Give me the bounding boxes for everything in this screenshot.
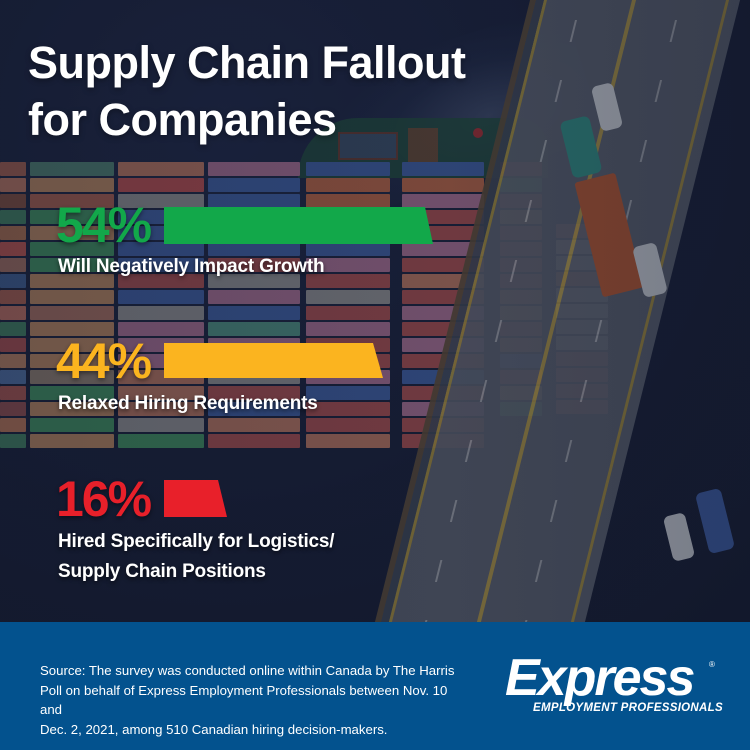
background-photo bbox=[0, 0, 750, 622]
container-column bbox=[118, 162, 204, 448]
ship-bridge bbox=[338, 132, 398, 160]
title-line-2: for Companies bbox=[28, 94, 337, 145]
stat-value-logistics-hiring: 16% bbox=[56, 471, 152, 527]
express-logo: Express ® EMPLOYMENT PROFESSIONALS bbox=[505, 652, 725, 720]
source-note: Source: The survey was conducted online … bbox=[40, 663, 455, 737]
ship-marker bbox=[473, 128, 483, 138]
title-line-1: Supply Chain Fallout bbox=[28, 37, 466, 88]
stat-value-growth: 54% bbox=[56, 197, 152, 253]
container-column bbox=[0, 162, 26, 448]
footer: Source: The survey was conducted online … bbox=[0, 622, 750, 750]
logo-wordmark: Express bbox=[505, 649, 695, 707]
stat-value-hiring-requirements: 44% bbox=[56, 333, 152, 389]
dark-overlay bbox=[0, 0, 750, 622]
container-column bbox=[30, 162, 114, 448]
stat-label-logistics-hiring: Hired Specifically for Logistics/ Supply… bbox=[58, 531, 335, 582]
ship-crane bbox=[408, 128, 438, 164]
stat-bar-hiring-requirements bbox=[164, 343, 383, 378]
stat-bar-growth bbox=[164, 207, 433, 244]
stat-label-growth: Will Negatively Impact Growth bbox=[58, 256, 325, 277]
page-title: Supply Chain Fallout for Companies bbox=[28, 34, 466, 148]
stat-label-hiring-requirements: Relaxed Hiring Requirements bbox=[58, 393, 318, 414]
stat-bar-logistics-hiring bbox=[164, 480, 227, 517]
logo-tagline: EMPLOYMENT PROFESSIONALS bbox=[533, 702, 723, 714]
registered-mark: ® bbox=[709, 660, 715, 669]
